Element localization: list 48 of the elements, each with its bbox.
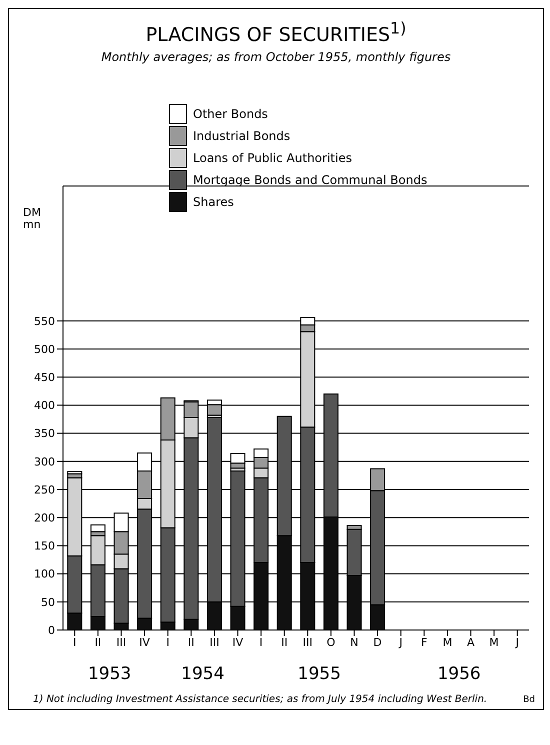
bar (90, 524, 106, 532)
legend-label: Loans of Public Authorities (193, 151, 352, 166)
x-tick-label: III (210, 636, 220, 650)
x-tick-label: D (373, 636, 382, 650)
y-axis-title: DM mn (23, 206, 53, 232)
y-tick-label: 250 (34, 484, 55, 497)
y-tick-label: 100 (34, 568, 55, 582)
x-tick-label: II (281, 636, 288, 650)
legend-label: Industrial Bonds (193, 129, 290, 144)
y-tick-label: 200 (34, 512, 55, 525)
y-tick-label: 400 (34, 399, 55, 412)
x-tick-label: J (398, 636, 402, 650)
x-tick-label: I (73, 636, 76, 650)
y-tick-label: 50 (41, 596, 55, 610)
x-tick-label: II (188, 636, 194, 650)
x-tick-label: J (514, 636, 519, 650)
legend-label: Other Bonds (193, 107, 268, 122)
chart-subtitle: Monthly averages; as from October 1955, monthly figures (101, 50, 451, 64)
x-tick-label: M (489, 636, 499, 650)
y-tick-label: 300 (34, 456, 55, 469)
x-tick-label: O (326, 636, 336, 650)
legend-label: Mortgage Bonds and Communal Bonds (193, 173, 428, 188)
x-tick-label: F (420, 636, 428, 650)
x-tick-label: I (259, 636, 263, 650)
text: 1955 (296, 664, 342, 684)
y-tick-label: 350 (34, 428, 55, 441)
y-tick-label: 500 (34, 343, 55, 356)
x-tick-label: III (302, 636, 313, 650)
text: 1953 (86, 664, 132, 684)
text: 1) Not including Investment Assistance securities; as from July 1954 including West Berlin. (33, 694, 488, 706)
x-tick-label: IV (232, 636, 244, 650)
x-tick-label: II (94, 636, 102, 650)
text: 1956 (436, 664, 482, 684)
y-tick-label: 150 (34, 540, 55, 553)
x-tick-label: M (442, 636, 452, 650)
x-tick-label: I (166, 636, 170, 650)
legend-label: Shares (193, 195, 234, 210)
x-tick-label: IV (139, 636, 150, 650)
x-tick-label: A (466, 636, 475, 650)
y-tick-label: 0 (48, 624, 55, 638)
chart-title: PLACINGS OF SECURITIES$^{1)}$ (146, 19, 406, 46)
x-tick-label: III (116, 636, 126, 650)
y-tick-label: 550 (34, 315, 55, 328)
text: Bd (523, 695, 535, 706)
y-tick-label: 450 (34, 371, 55, 384)
bar (67, 471, 82, 475)
text: 1954 (180, 664, 226, 684)
x-tick-label: N (350, 636, 358, 650)
